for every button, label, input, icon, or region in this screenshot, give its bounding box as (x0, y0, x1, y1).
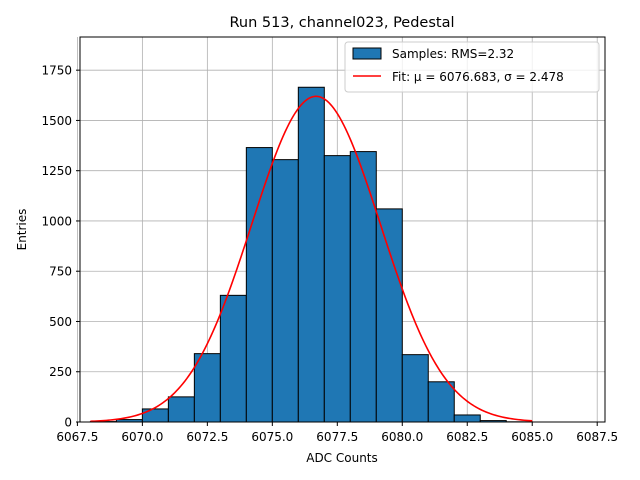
x-tick-label-6: 6082.5 (446, 430, 488, 444)
histogram-bar-6 (245, 147, 273, 423)
histogram-bar-7 (271, 159, 299, 423)
y-tick-label-5: 1250 (41, 164, 72, 178)
y-tick-label-1: 250 (49, 365, 72, 379)
legend-swatch-samples (352, 47, 382, 60)
legend-label-fit: Fit: μ = 6076.683, σ = 2.478 (392, 70, 564, 84)
histogram-bar-3 (167, 396, 195, 423)
x-tick-label-0: 6067.5 (56, 430, 98, 444)
y-axis-ticks: 0 250 500 750 1000 1250 1500 1750 (41, 64, 80, 430)
histogram-bar-8 (297, 86, 325, 423)
histogram-bar-2 (141, 408, 169, 423)
plot-frame (79, 36, 606, 423)
x-tick-label-3: 6075.0 (251, 430, 293, 444)
histogram-bar-12 (401, 354, 429, 423)
histogram-bar-11 (375, 208, 403, 423)
y-tick-label-3: 750 (49, 265, 72, 279)
legend-box (344, 41, 600, 93)
x-tick-label-7: 6085.0 (511, 430, 553, 444)
histogram-bars (89, 86, 533, 423)
histogram-bar-14 (453, 414, 481, 423)
y-tick-label-6: 1500 (41, 114, 72, 128)
x-tick-label-5: 6080.0 (381, 430, 423, 444)
histogram-bar-13 (427, 381, 455, 423)
x-axis-label: ADC Counts (306, 451, 378, 465)
fit-curve (90, 95, 533, 423)
x-tick-label-8: 6087.5 (576, 430, 618, 444)
histogram-bar-5 (219, 294, 247, 423)
x-tick-label-1: 6070.0 (121, 430, 163, 444)
x-tick-label-4: 6077.5 (316, 430, 358, 444)
histogram-bar-4 (193, 353, 221, 423)
x-tick-label-2: 6072.5 (186, 430, 228, 444)
x-axis-ticks: 6067.5 6070.0 6072.5 6075.0 6077.5 6080.0 6082… (56, 422, 618, 444)
chart-title: Run 513, channel023, Pedestal (229, 15, 454, 31)
histogram-bar-9 (323, 155, 351, 423)
y-axis-label: Entries (15, 209, 29, 251)
y-tick-label-0: 0 (64, 416, 72, 430)
legend: Samples: RMS=2.32 Fit: μ = 6076.683, σ =… (344, 41, 600, 93)
y-tick-label-2: 500 (49, 315, 72, 329)
y-tick-label-7: 1750 (41, 64, 72, 78)
y-tick-label-4: 1000 (41, 214, 72, 228)
histogram-bar-10 (349, 151, 377, 423)
legend-label-samples: Samples: RMS=2.32 (392, 47, 514, 61)
